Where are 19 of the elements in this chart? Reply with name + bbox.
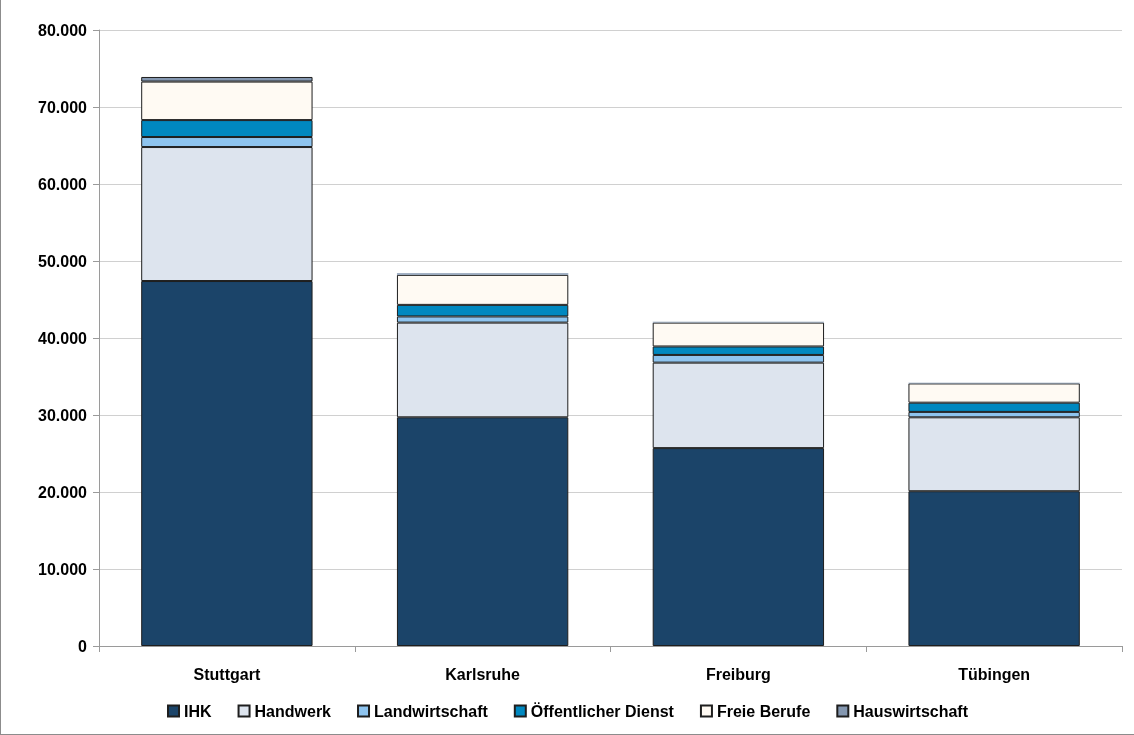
legend-label: Handwerk: [254, 702, 332, 720]
y-tick-label: 30.000: [38, 406, 88, 424]
x-tick-label: Karlsruhe: [445, 665, 521, 683]
y-tick-label: 60.000: [38, 175, 88, 193]
x-tick-label: Tübingen: [958, 665, 1031, 683]
y-tick-label: 40.000: [38, 329, 88, 347]
y-tick-label: 0: [78, 637, 88, 655]
y-tick-label: 50.000: [38, 252, 88, 270]
y-tick-label: 70.000: [38, 98, 88, 116]
y-tick-label: 20.000: [38, 483, 88, 501]
legend-label: IHK: [184, 702, 212, 720]
x-tick-label: Freiburg: [705, 665, 771, 683]
legend-label: Landwirtschaft: [374, 702, 489, 720]
legend-label: Hauswirtschaft: [853, 702, 969, 720]
y-tick-label: 80.000: [38, 21, 88, 39]
legend-label: Freie Berufe: [716, 702, 811, 720]
legend-label: Öffentlicher Dienst: [530, 701, 675, 720]
y-tick-label: 10.000: [38, 560, 88, 578]
x-tick-label: Stuttgart: [193, 665, 261, 683]
